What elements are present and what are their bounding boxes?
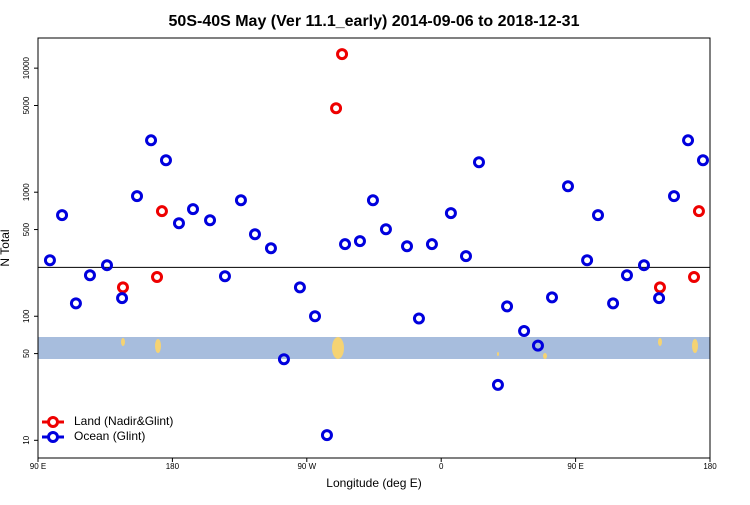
- point: [172, 217, 185, 230]
- map-strip: [38, 337, 710, 359]
- point: [444, 207, 457, 220]
- point: [653, 292, 666, 305]
- point: [561, 180, 574, 193]
- point: [696, 154, 709, 167]
- point: [620, 269, 633, 282]
- point: [204, 214, 217, 227]
- point: [330, 102, 343, 115]
- x-tick-label: 90 E: [567, 462, 583, 471]
- point: [145, 134, 158, 147]
- point: [491, 378, 504, 391]
- point: [518, 325, 531, 338]
- point: [607, 297, 620, 310]
- y-tick-label: 500: [22, 222, 31, 236]
- point: [581, 254, 594, 267]
- point: [459, 250, 472, 263]
- x-tick-label: 0: [439, 462, 444, 471]
- point: [592, 209, 604, 222]
- point: [116, 292, 129, 305]
- point: [264, 242, 277, 255]
- point: [131, 190, 144, 203]
- point: [218, 270, 231, 283]
- point: [100, 259, 113, 272]
- point: [56, 209, 69, 222]
- point: [83, 269, 96, 282]
- point: [501, 300, 514, 313]
- x-axis-label: Longitude (deg E): [326, 476, 421, 490]
- legend-label: Ocean (Glint): [74, 429, 145, 443]
- y-tick-label: 100: [22, 309, 31, 323]
- y-tick-label: 5000: [22, 96, 31, 114]
- point: [293, 281, 306, 294]
- point: [336, 48, 349, 61]
- legend-marker: [47, 416, 59, 428]
- point: [353, 235, 366, 248]
- point: [692, 205, 705, 218]
- point: [472, 156, 485, 169]
- point: [277, 353, 290, 366]
- point: [155, 205, 168, 218]
- point: [151, 271, 164, 284]
- point: [425, 238, 438, 251]
- point: [531, 339, 544, 352]
- point: [637, 259, 650, 272]
- chart-title: 50S-40S May (Ver 11.1_early) 2014-09-06 …: [169, 13, 580, 30]
- point: [116, 281, 129, 294]
- point: [412, 312, 425, 325]
- x-tick-label: 90 W: [297, 462, 316, 471]
- x-tick-label: 180: [703, 462, 717, 471]
- point: [339, 238, 352, 251]
- point: [546, 291, 559, 304]
- point: [248, 228, 261, 241]
- plot-frame: [37, 37, 711, 459]
- x-tick-label: 180: [166, 462, 180, 471]
- y-tick-label: 10000: [22, 56, 31, 79]
- legend-marker: [47, 431, 59, 443]
- y-tick-label: 50: [22, 349, 31, 358]
- point: [159, 154, 172, 167]
- point: [379, 223, 392, 236]
- y-tick-label: 10: [22, 435, 31, 444]
- point: [320, 429, 333, 442]
- point: [668, 190, 681, 203]
- point: [69, 297, 82, 310]
- legend-label: Land (Nadir&Glint): [74, 414, 173, 428]
- point: [682, 134, 695, 147]
- x-tick-label: 90 E: [30, 462, 46, 471]
- point: [366, 194, 379, 207]
- y-axis-label: N Total: [0, 229, 12, 266]
- land-shapes: [121, 337, 698, 359]
- point: [309, 310, 322, 323]
- point: [234, 194, 247, 207]
- point: [43, 254, 56, 267]
- point: [401, 240, 414, 253]
- point: [187, 203, 200, 216]
- point: [688, 271, 701, 284]
- point: [653, 281, 666, 294]
- y-tick-label: 1000: [22, 183, 31, 201]
